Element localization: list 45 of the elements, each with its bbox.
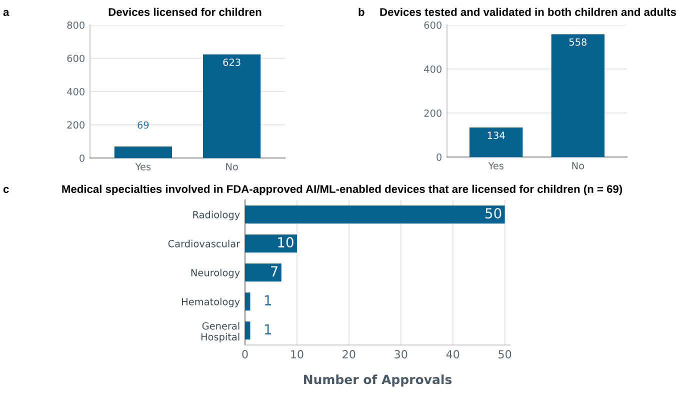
chart-title: Devices tested and validated in both children and adults — [380, 8, 676, 16]
text: a — [3, 10, 10, 16]
data-label: 134 — [488, 132, 505, 140]
y-tick-label: 400 — [67, 88, 84, 96]
data-label: 10 — [278, 237, 294, 248]
chart-title: Devices licensed for children — [108, 8, 262, 16]
y-tick-label: 400 — [424, 65, 442, 73]
bar — [245, 264, 282, 282]
y-tick-label: 0 — [436, 153, 442, 161]
x-tick-label: 50 — [498, 350, 512, 358]
y-tick-label: General Hospital — [201, 322, 240, 342]
text: c — [3, 186, 9, 193]
data-label: 69 — [138, 121, 149, 129]
y-tick-label: 200 — [67, 121, 84, 129]
bar — [245, 206, 505, 224]
x-tick-label: 0 — [242, 350, 248, 358]
x-tick-label: 30 — [394, 350, 408, 358]
data-label: 7 — [271, 266, 278, 276]
y-tick-label: Radiology — [193, 210, 240, 220]
y-tick-label: 0 — [80, 154, 84, 162]
y-tick-label: 200 — [424, 109, 442, 117]
x-tick-label: Yes — [488, 162, 504, 170]
x-tick-label: No — [572, 162, 584, 170]
y-tick-label: Neurology — [191, 268, 240, 278]
x-tick-label: 40 — [446, 350, 460, 358]
bar — [245, 234, 297, 252]
data-label: 623 — [223, 58, 240, 66]
x-tick-label: 10 — [291, 350, 304, 358]
bar — [245, 322, 250, 340]
x-tick-label: 20 — [342, 350, 356, 358]
y-tick-label: Hematology — [182, 298, 240, 308]
data-label: 558 — [569, 38, 587, 46]
data-label: 50 — [486, 208, 502, 219]
bar — [245, 292, 250, 310]
x-tick-label: Yes — [135, 163, 151, 170]
y-tick-label: 600 — [424, 21, 442, 29]
data-label: 1 — [264, 324, 271, 334]
y-tick-label: 800 — [67, 21, 84, 29]
x-axis-title: Number of Approvals — [304, 374, 452, 387]
text: b — [358, 8, 364, 16]
y-tick-label: 600 — [67, 54, 84, 62]
x-tick-label: No — [226, 163, 238, 170]
chart-title: Medical specialties involved in FDA-approved AI/ML-enabled devices that are licensed for children (n = 69) — [62, 184, 622, 196]
y-tick-label: Cardiovascular — [168, 240, 240, 248]
data-label: 1 — [264, 295, 271, 306]
